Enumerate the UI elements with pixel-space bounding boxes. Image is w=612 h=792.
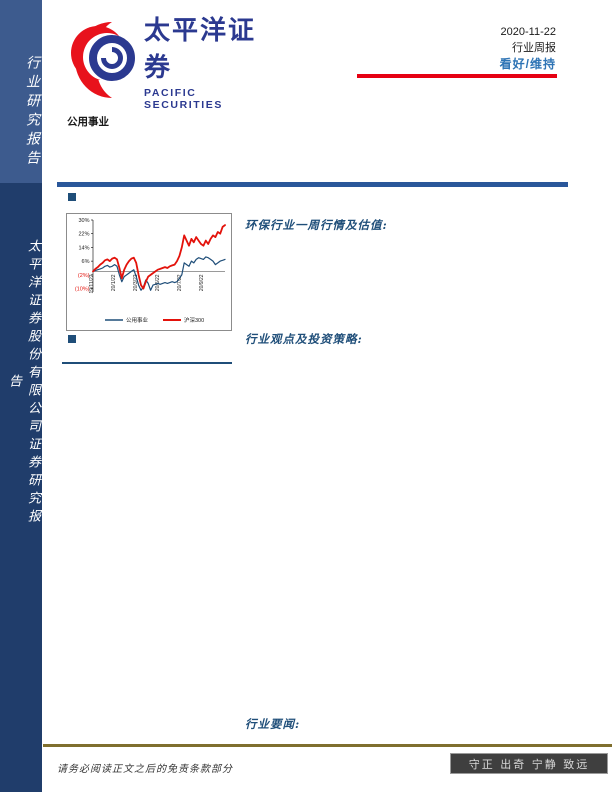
section-bullet-square — [68, 335, 76, 343]
sidebar-company-line: 太平洋证券股份有限公司证券研究报告 — [6, 239, 40, 527]
company-motto: 守正 出奇 宁静 致远 — [468, 757, 590, 771]
header-divider-bar — [57, 182, 568, 187]
svg-text:20/3/22: 20/3/22 — [133, 274, 139, 291]
performance-chart: 30% 22% 14% 6% (2%) (10%) 19/11/22 20/1/22 20/3/… — [66, 213, 232, 331]
line-chart-canvas: 30% 22% 14% 6% (2%) (10%) 19/11/22 20/1/22 20/3/… — [75, 218, 226, 324]
logo-name-cn: 太平洋证券 — [144, 14, 257, 82]
svg-text:20/5/22: 20/5/22 — [155, 274, 161, 291]
svg-text:20/7/22: 20/7/22 — [177, 274, 183, 291]
industry-name: 公用事业 — [67, 116, 109, 128]
analyst-block-rule — [62, 362, 232, 364]
sidebar-bottom-band — [0, 183, 42, 792]
svg-text:公用事业: 公用事业 — [126, 316, 149, 324]
sidebar-report-category: 行业研究报告 — [24, 55, 40, 169]
pacific-securities-logo-icon — [71, 22, 135, 98]
section-bullet-square — [68, 193, 76, 201]
report-meta-block: 2020-11-22 行业周报 看好/维持 — [500, 24, 556, 72]
section-heading-news: 行业要闻: — [245, 717, 301, 731]
svg-text:22%: 22% — [78, 232, 89, 238]
sidebar-top-band — [0, 0, 42, 183]
footer-disclaimer: 请务必阅读正文之后的免责条款部分 — [57, 764, 233, 775]
report-type: 行业周报 — [512, 42, 556, 54]
svg-text:(2%): (2%) — [78, 273, 90, 279]
svg-text:19/11/22: 19/11/22 — [89, 274, 95, 293]
report-date: 2020-11-22 — [500, 26, 556, 38]
section-heading-market-review: 环保行业一周行情及估值: — [245, 218, 388, 232]
logo-name-en: PACIFIC SECURITIES — [144, 86, 224, 111]
svg-text:6%: 6% — [82, 259, 90, 265]
section-heading-strategy: 行业观点及投资策略: — [245, 332, 363, 346]
industry-rating: 看好/维持 — [499, 57, 556, 71]
company-logo: 太平洋证券 PACIFIC SECURITIES — [66, 10, 266, 111]
svg-text:14%: 14% — [78, 245, 89, 251]
svg-text:20/9/22: 20/9/22 — [199, 274, 205, 291]
svg-text:沪深300: 沪深300 — [184, 316, 204, 324]
footer-gold-rule — [43, 744, 612, 747]
svg-text:(10%): (10%) — [75, 287, 90, 293]
logo-text-block: 太平洋证券 PACIFIC SECURITIES — [144, 10, 266, 111]
rating-red-underline — [357, 74, 557, 78]
company-motto-box: 守正 出奇 宁静 致远 — [450, 753, 608, 774]
svg-text:30%: 30% — [78, 218, 89, 224]
svg-text:20/1/22: 20/1/22 — [111, 274, 117, 291]
